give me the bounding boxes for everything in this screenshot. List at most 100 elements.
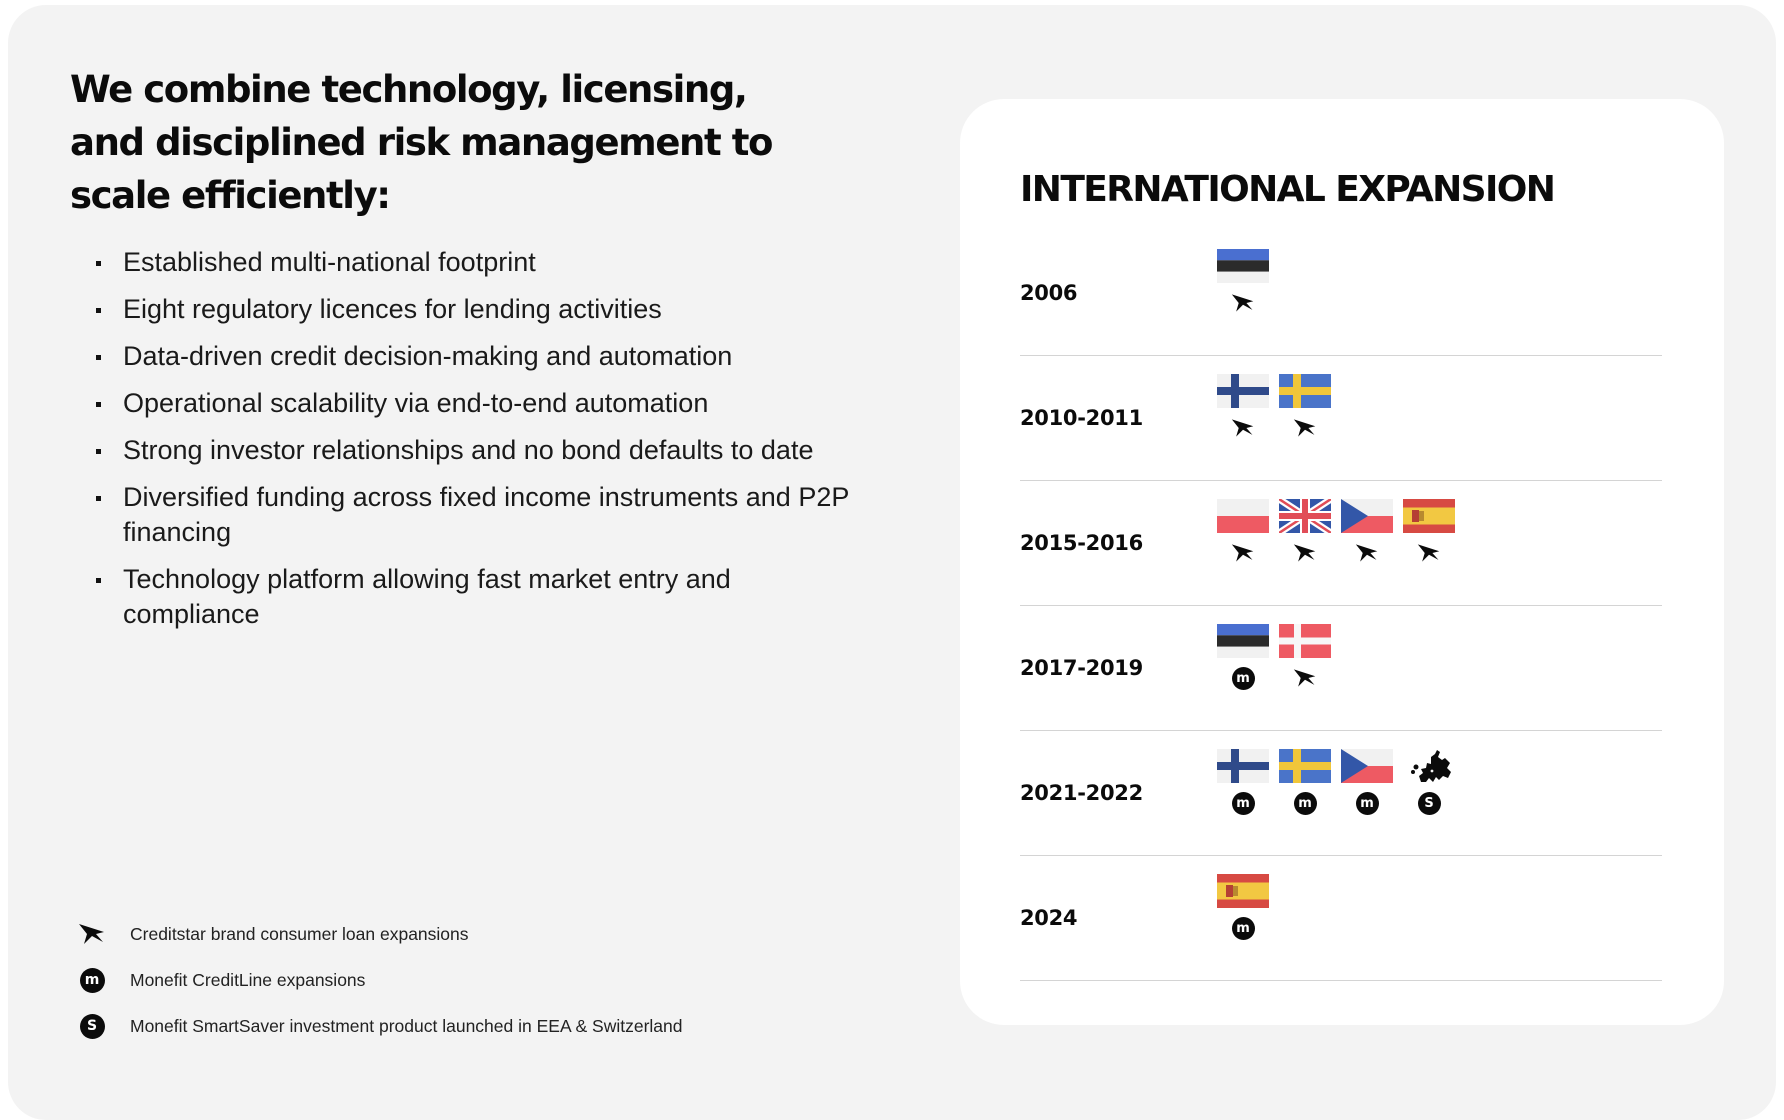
creditstar-icon [1291,414,1319,442]
bullet-text: Operational scalability via end-to-end a… [123,388,709,418]
monefit-s-icon: S [76,1013,108,1039]
year-label: 2024 [1020,906,1078,930]
flag-spain-icon [1217,874,1269,908]
expansion-entry [1212,249,1274,317]
creditstar-icon [1291,539,1319,567]
timeline-row: 2015-2016 [1020,481,1662,606]
expansion-entry [1212,499,1274,567]
flag-estonia-icon [1217,624,1269,658]
flag-czech-icon [1341,499,1393,533]
expansion-entry [1274,624,1336,692]
timeline-row: 2010-2011 [1020,356,1662,481]
bullet-marker [96,261,101,266]
flag-spain-icon [1403,499,1455,533]
legend-text: Monefit SmartSaver investment product la… [130,1015,683,1036]
timeline-row: 2021-2022 m m m S [1020,731,1662,856]
mark-letter: m [1355,791,1379,815]
expansion-entries: m [1212,624,1336,692]
flag-estonia-icon [1217,249,1269,283]
expansion-timeline: 2006 2010-2011 2015-2016 2017-2019 m 2021-202… [1020,231,1662,981]
year-label: 2010-2011 [1020,406,1143,430]
year-label: 2015-2016 [1020,531,1143,555]
bullet-item: Operational scalability via end-to-end a… [96,386,856,421]
card-title: INTERNATIONAL EXPANSION [1020,169,1556,210]
creditstar-icon [1291,664,1319,692]
timeline-row: 2017-2019 m [1020,606,1662,731]
flag-finland-icon [1217,749,1269,783]
mark-letter: m [1231,916,1255,940]
bullet-text: Strong investor relationships and no bon… [123,435,814,465]
expansion-entries [1212,499,1460,567]
monefit-m-icon: m [1229,789,1257,817]
flag-finland-icon [1217,374,1269,408]
bullet-list: Established multi-national footprint Eig… [96,245,856,644]
expansion-card: INTERNATIONAL EXPANSION 2006 2010-2011 201… [960,99,1724,1025]
expansion-entries [1212,374,1336,442]
slide: We combine technology, licensing, and di… [8,5,1776,1120]
legend-item-creditstar: Creditstar brand consumer loan expansion… [76,921,683,947]
bullet-marker [96,449,101,454]
legend: Creditstar brand consumer loan expansion… [76,921,683,1059]
flag-uk-icon [1279,499,1331,533]
bullet-item: Eight regulatory licences for lending ac… [96,292,856,327]
expansion-entry [1398,499,1460,567]
bullet-item: Data-driven credit decision-making and a… [96,339,856,374]
headline: We combine technology, licensing, and di… [70,68,773,217]
mark-letter: S [1417,791,1441,815]
bullet-text: Established multi-national footprint [123,247,536,277]
bullet-marker [96,402,101,407]
bullet-marker [96,308,101,313]
mark-letter: m [1293,791,1317,815]
bullet-item: Technology platform allowing fast market… [96,562,856,632]
creditstar-icon [1229,289,1257,317]
expansion-entry [1274,499,1336,567]
creditstar-icon [1229,414,1257,442]
bullet-text: Data-driven credit decision-making and a… [123,341,733,371]
flag-sweden-icon [1279,374,1331,408]
bullet-item: Diversified funding across fixed income … [96,480,856,550]
expansion-entry: S [1398,749,1460,817]
creditstar-icon [1229,539,1257,567]
year-label: 2017-2019 [1020,656,1143,680]
timeline-row: 2024 m [1020,856,1662,981]
monefit-m-icon: m [1229,664,1257,692]
creditstar-icon [1415,539,1443,567]
expansion-entries [1212,249,1274,317]
monefit-m-icon: m [1353,789,1381,817]
bullet-marker [96,496,101,501]
legend-text: Monefit CreditLine expansions [130,969,366,990]
bullet-item: Established multi-national footprint [96,245,856,280]
expansion-entry: m [1336,749,1398,817]
bullet-item: Strong investor relationships and no bon… [96,433,856,468]
bullet-text: Diversified funding across fixed income … [123,482,849,547]
creditstar-icon [1353,539,1381,567]
year-label: 2006 [1020,281,1078,305]
mark-letter: m [1231,791,1255,815]
bullet-marker [96,355,101,360]
year-label: 2021-2022 [1020,781,1143,805]
legend-item-monefit-smartsaver: S Monefit SmartSaver investment product … [76,1013,683,1039]
legend-item-monefit-creditline: m Monefit CreditLine expansions [76,967,683,993]
expansion-entry: m [1212,624,1274,692]
flag-denmark-icon [1279,624,1331,658]
mark-letter: m [1231,666,1255,690]
legend-text: Creditstar brand consumer loan expansion… [130,923,469,944]
flag-czech-icon [1341,749,1393,783]
expansion-entry [1212,374,1274,442]
expansion-entry [1274,374,1336,442]
bullet-marker [96,578,101,583]
monefit-s-icon: S [1415,789,1443,817]
bullet-text: Eight regulatory licences for lending ac… [123,294,662,324]
expansion-entry: m [1212,874,1274,942]
flag-sweden-icon [1279,749,1331,783]
monefit-m-icon: m [76,967,108,993]
monefit-m-icon: m [1291,789,1319,817]
timeline-row: 2006 [1020,231,1662,356]
creditstar-icon [76,921,108,947]
expansion-entry [1336,499,1398,567]
flag-poland-icon [1217,499,1269,533]
expansion-entry: m [1274,749,1336,817]
expansion-entries: m [1212,874,1274,942]
expansion-entry: m [1212,749,1274,817]
